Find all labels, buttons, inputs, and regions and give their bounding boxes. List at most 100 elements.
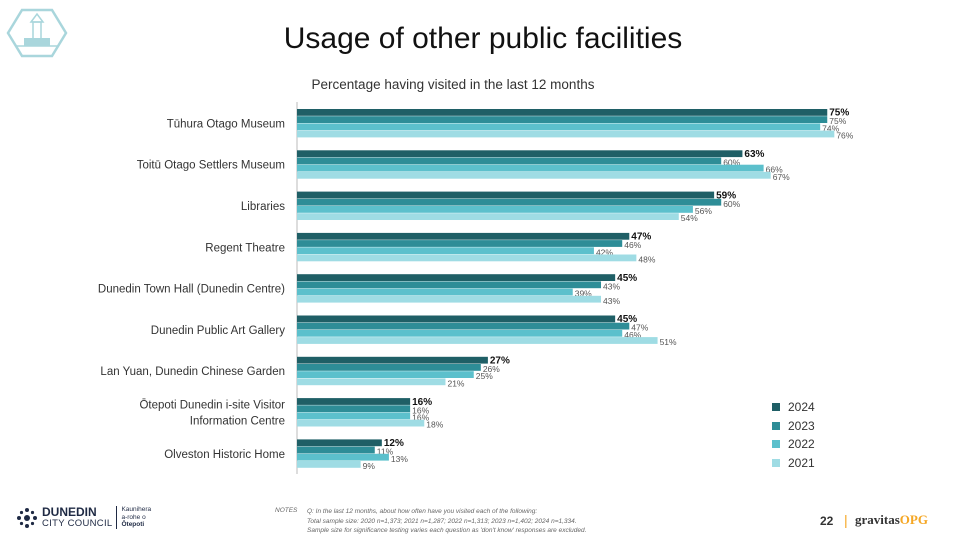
legend-item: 2022 [772, 435, 815, 454]
council-maori-line1: Kaunihera [121, 506, 152, 514]
bar-2021 [297, 378, 446, 386]
data-label-2021: 9% [363, 461, 376, 471]
data-label-2022: 66% [766, 165, 783, 175]
brand-main: gravitas [855, 512, 900, 527]
category-label: Dunedin Public Art Gallery [151, 325, 285, 337]
notes-text: Q: In the last 12 months, about how ofte… [307, 507, 586, 536]
bar-2023 [297, 116, 828, 123]
data-label-2022: 46% [624, 330, 641, 340]
data-label-2023: 26% [483, 364, 500, 374]
legend-item: 2023 [772, 417, 815, 436]
data-label-2022: 74% [822, 123, 839, 133]
bar-2024 [297, 109, 828, 116]
bar-2022 [297, 453, 389, 461]
bar-2022 [297, 123, 821, 131]
council-name-line2: CITY COUNCIL [42, 518, 113, 529]
data-label-2021: 67% [773, 172, 790, 182]
data-label-2022: 25% [476, 371, 493, 381]
legend-swatch [772, 458, 780, 467]
bar-2024 [297, 439, 382, 447]
category-label: Ōtepoti Dunedin i-site Visitor [139, 400, 285, 412]
data-label-2023: 16% [412, 405, 429, 415]
gravitas-opg-logo: gravitasOPG [855, 512, 928, 528]
bar-2021 [297, 461, 361, 468]
data-label-2021: 76% [836, 131, 853, 141]
category-label: Olveston Historic Home [164, 449, 285, 461]
legend-label: 2024 [788, 400, 815, 415]
bar-2022 [297, 164, 764, 172]
chart-subtitle: Percentage having visited in the last 12… [311, 77, 595, 92]
legend-swatch [772, 421, 780, 430]
data-label-2023: 60% [723, 199, 740, 209]
bar-2021 [297, 213, 679, 220]
council-name-line1: DUNEDIN [42, 505, 97, 519]
bar-2024 [297, 315, 616, 323]
data-label-2022: 16% [412, 413, 429, 423]
bar-2022 [297, 288, 573, 296]
legend-item: 2024 [772, 398, 815, 417]
category-label: Information Centre [190, 416, 285, 428]
data-label-2023: 60% [723, 158, 740, 168]
data-label-2021: 51% [660, 337, 677, 347]
category-label: Lan Yuan, Dunedin Chinese Garden [100, 366, 285, 378]
category-label: Tūhura Otago Museum [167, 118, 285, 130]
category-label: Dunedin Town Hall (Dunedin Centre) [98, 284, 285, 296]
dunedin-city-council-logo: DUNEDIN CITY COUNCIL Kaunihera a-rohe o … [16, 506, 151, 529]
data-label-2023: 46% [624, 240, 641, 250]
data-label-2022: 13% [391, 454, 408, 464]
bar-2021 [297, 337, 658, 344]
bar-2021 [297, 130, 835, 138]
data-label-2024: 59% [716, 190, 736, 201]
data-label-2021: 54% [681, 213, 698, 223]
bar-2022 [297, 329, 623, 337]
bar-2023 [297, 198, 722, 206]
notes-line: Sample size for significance testing var… [307, 527, 587, 534]
bar-2024 [297, 150, 743, 158]
legend-label: 2022 [788, 437, 815, 452]
bar-2022 [297, 206, 693, 213]
bar-2023 [297, 240, 623, 247]
data-label-2024: 45% [617, 314, 637, 325]
bar-2023 [297, 405, 411, 413]
data-label-2022: 56% [695, 206, 712, 216]
data-label-2024: 12% [384, 438, 404, 449]
data-label-2024: 45% [617, 273, 637, 284]
brand-suffix: OPG [899, 512, 928, 527]
bar-2024 [297, 356, 488, 364]
data-label-2023: 47% [631, 323, 648, 333]
bar-2021 [297, 171, 771, 179]
category-label: Regent Theatre [205, 242, 285, 254]
page-title: Usage of other public facilities [283, 22, 683, 55]
bar-2021 [297, 419, 425, 427]
data-label-2023: 11% [377, 447, 394, 457]
data-label-2021: 18% [426, 420, 443, 430]
bar-2023 [297, 157, 722, 165]
data-label-2024: 63% [744, 149, 764, 160]
data-label-2023: 43% [603, 281, 620, 291]
legend-label: 2021 [788, 455, 815, 470]
notes-line: Total sample size: 2020 n=1,373; 2021 n=… [307, 517, 577, 525]
brand-separator: | [844, 512, 848, 528]
data-label-2022: 39% [575, 289, 592, 299]
data-label-2021: 21% [447, 378, 464, 388]
data-label-2024: 75% [829, 108, 849, 119]
bar-2022 [297, 371, 474, 378]
data-label-2021: 43% [603, 296, 620, 306]
council-mark-icon [17, 507, 37, 528]
council-maori-line2: a-rohe o [121, 513, 146, 521]
page-number: 22 [820, 514, 834, 528]
data-label-2024: 27% [490, 356, 510, 367]
bar-2024 [297, 232, 630, 240]
legend-item: 2021 [772, 454, 815, 473]
legend-label: 2023 [788, 418, 815, 433]
data-label-2024: 47% [631, 232, 651, 243]
bar-2022 [297, 412, 411, 420]
bar-2024 [297, 398, 411, 405]
data-label-2021: 48% [638, 255, 655, 265]
notes-label: NOTES [275, 507, 298, 514]
data-label-2022: 42% [596, 247, 613, 257]
bar-2021 [297, 295, 602, 303]
bar-2023 [297, 446, 375, 454]
bar-2023 [297, 364, 481, 371]
